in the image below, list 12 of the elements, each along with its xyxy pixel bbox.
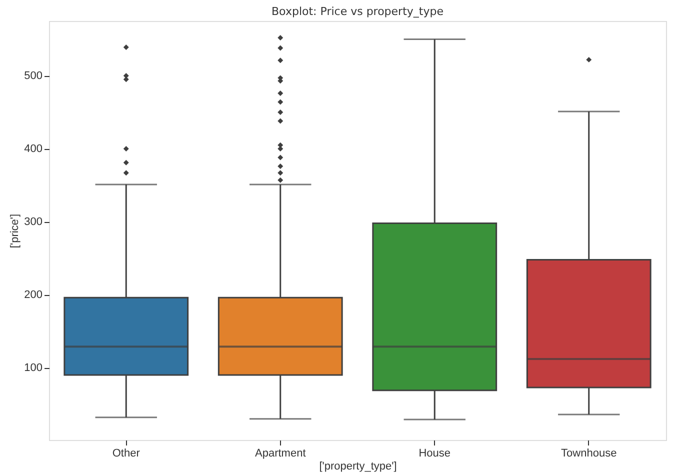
x-axis-title: ['property_type'] bbox=[319, 460, 397, 472]
y-tick-label: 200 bbox=[24, 289, 42, 302]
y-tick-label: 500 bbox=[24, 70, 42, 82]
y-tick-label: 300 bbox=[24, 216, 42, 228]
x-tick-label: Apartment bbox=[255, 448, 306, 460]
y-axis-title: ['price'] bbox=[9, 214, 22, 248]
chart-title: Boxplot: Price vs property_type bbox=[272, 5, 444, 18]
x-tick-label: Other bbox=[112, 448, 140, 460]
y-tick-label: 400 bbox=[24, 143, 42, 156]
y-tick-label: 100 bbox=[24, 362, 42, 374]
x-tick-label: House bbox=[418, 448, 451, 460]
x-tick-label: Townhouse bbox=[561, 448, 617, 460]
